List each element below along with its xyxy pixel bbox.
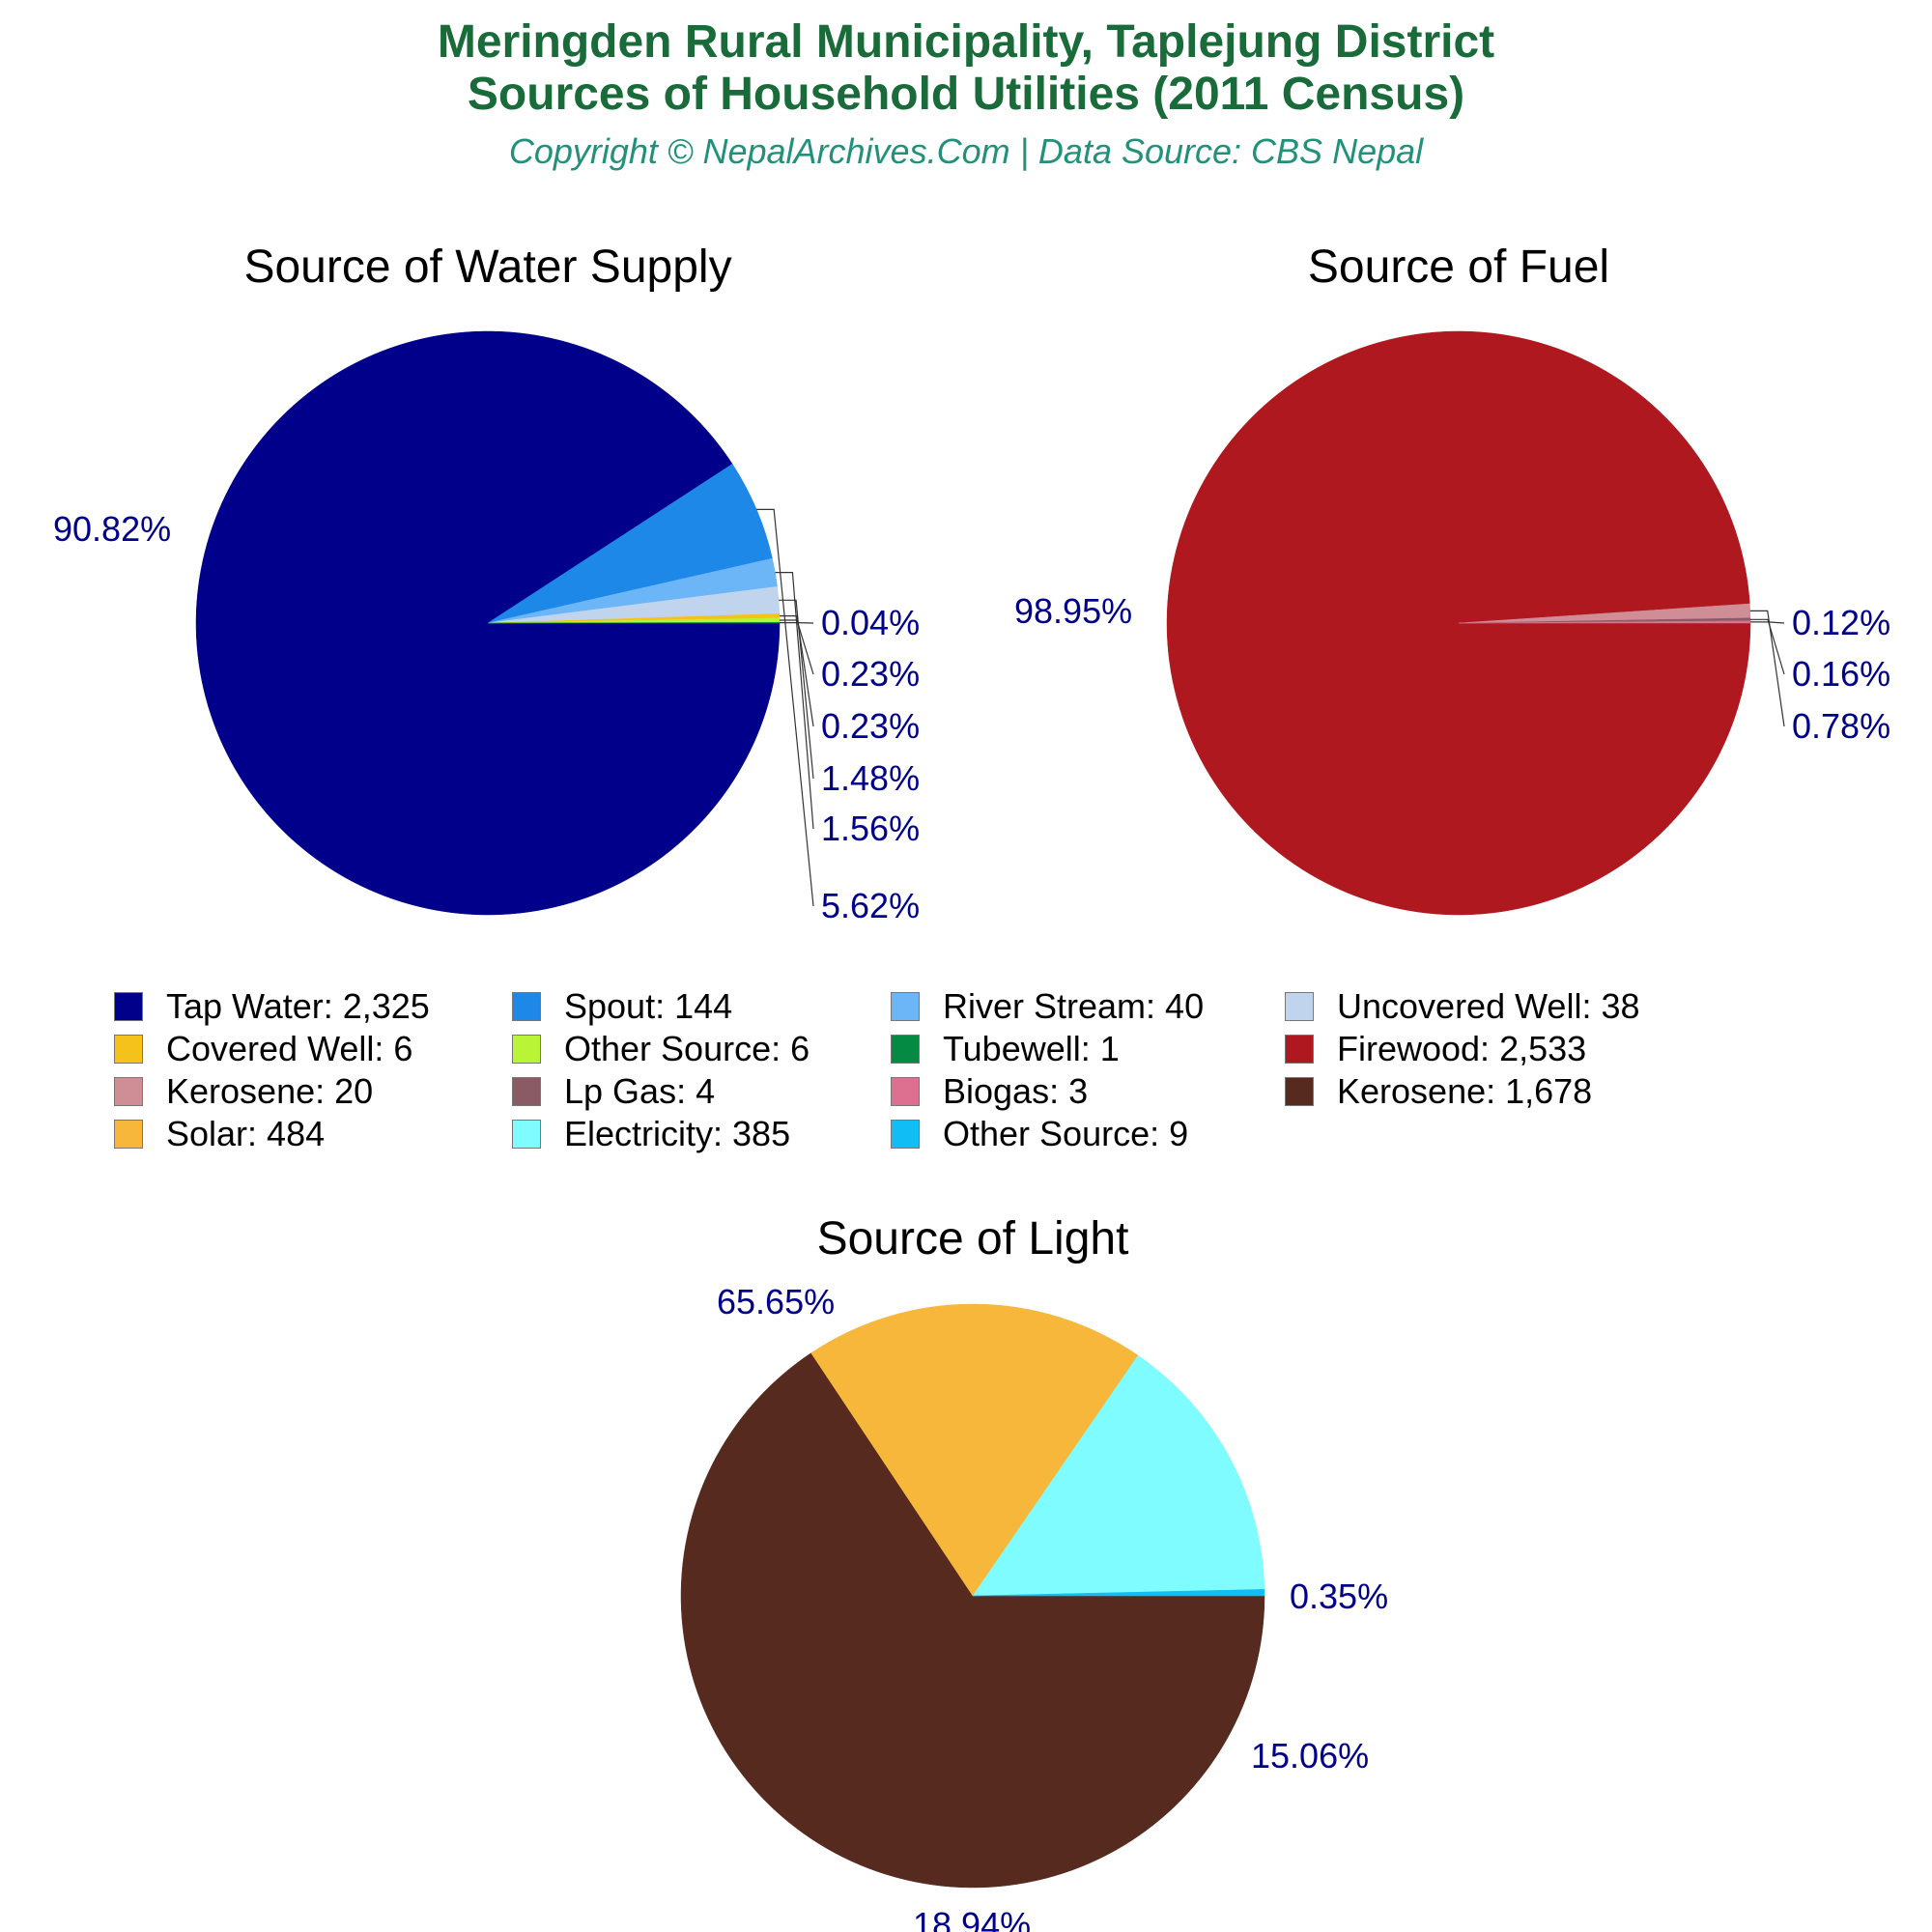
pie-title: Source of Light xyxy=(817,1213,1129,1264)
slice-percent-label: 1.56% xyxy=(821,809,920,848)
legend-label: Solar: 484 xyxy=(166,1114,326,1153)
legend-label: Covered Well: 6 xyxy=(166,1029,413,1068)
legend-label: Other Source: 6 xyxy=(564,1029,810,1068)
legend-label: Tap Water: 2,325 xyxy=(166,986,430,1026)
slice-percent-label: 90.82% xyxy=(53,509,171,549)
slice-percent-label: 5.62% xyxy=(821,886,920,925)
legend-swatch xyxy=(1285,1035,1314,1064)
leader-line xyxy=(775,572,814,830)
legend-label: River Stream: 40 xyxy=(943,986,1205,1026)
pie-2: Source of Fuel 98.95% 0.78% 0.16% 0.12% xyxy=(1014,242,1890,916)
legend-label: Tubewell: 1 xyxy=(943,1029,1120,1068)
legend-label: Lp Gas: 4 xyxy=(564,1071,716,1111)
legend-item: Solar: 484 xyxy=(114,1114,326,1153)
pie-title: Source of Water Supply xyxy=(243,242,731,293)
legend-item: Firewood: 2,533 xyxy=(1285,1029,1587,1068)
pie-slice-kerosene xyxy=(680,1352,1265,1889)
slice-percent-label: 0.78% xyxy=(1792,706,1890,746)
legend-label: Electricity: 385 xyxy=(564,1114,791,1153)
slice-percent-label: 1.48% xyxy=(821,758,920,798)
slice-percent-label: 18.94% xyxy=(913,1905,1031,1932)
legend-label: Firewood: 2,533 xyxy=(1337,1029,1587,1068)
legend-item: Other Source: 6 xyxy=(512,1029,810,1068)
legend-item: Biogas: 3 xyxy=(891,1071,1089,1111)
legend-swatch xyxy=(114,1077,143,1106)
slice-percent-label: 0.35% xyxy=(1290,1577,1388,1616)
legend-item: Covered Well: 6 xyxy=(114,1029,413,1068)
legend-swatch xyxy=(891,1035,920,1064)
legend-label: Kerosene: 20 xyxy=(166,1071,374,1111)
slice-percent-label: 15.06% xyxy=(1251,1736,1369,1776)
pie-3: Source of Light 65.65% 18.94% 15.06% 0.35% xyxy=(680,1213,1388,1932)
pie-slice-other-source xyxy=(972,1589,1265,1597)
legend-item: Electricity: 385 xyxy=(512,1114,791,1153)
legend-item: Tap Water: 2,325 xyxy=(114,986,430,1026)
legend-swatch xyxy=(512,992,541,1021)
legend-swatch xyxy=(1285,1077,1314,1106)
legend-item: Spout: 144 xyxy=(512,986,733,1026)
leader-line xyxy=(1749,618,1785,675)
chart-title-line1: Meringden Rural Municipality, Taplejung … xyxy=(437,16,1495,68)
legend-item: Tubewell: 1 xyxy=(891,1029,1120,1068)
leader-line xyxy=(1749,621,1785,624)
leader-line xyxy=(779,614,814,727)
legend-swatch xyxy=(891,992,920,1021)
slice-percent-label: 0.16% xyxy=(1792,654,1890,694)
legend-swatch xyxy=(114,1035,143,1064)
legend-item: Other Source: 9 xyxy=(891,1114,1189,1153)
legend-swatch xyxy=(891,1077,920,1106)
legend-swatch xyxy=(891,1120,920,1149)
pie-1: Source of Water Supply 90.82% 5.62% 1.56% 1.… xyxy=(53,242,920,925)
slice-percent-label: 0.12% xyxy=(1792,603,1890,642)
legend-item: Lp Gas: 4 xyxy=(512,1071,716,1111)
legend-swatch xyxy=(512,1035,541,1064)
legend-swatch xyxy=(512,1077,541,1106)
legend-item: Kerosene: 1,678 xyxy=(1285,1071,1593,1111)
leader-line xyxy=(756,508,814,907)
pie-slice-electricity xyxy=(972,1354,1265,1597)
legend-label: Other Source: 9 xyxy=(943,1114,1189,1153)
legend-item: River Stream: 40 xyxy=(891,986,1205,1026)
pie-slice-biogas xyxy=(1458,620,1751,624)
legend-label: Biogas: 3 xyxy=(943,1071,1089,1111)
legend-label: Spout: 144 xyxy=(564,986,733,1026)
chart-title-line2: Sources of Household Utilities (2011 Cen… xyxy=(467,69,1465,120)
legend-swatch xyxy=(512,1120,541,1149)
slice-percent-label: 0.04% xyxy=(821,603,920,642)
legend-swatch xyxy=(114,992,143,1021)
legend-swatch xyxy=(1285,992,1314,1021)
pie-title: Source of Fuel xyxy=(1308,242,1609,293)
legend-item: Kerosene: 20 xyxy=(114,1071,374,1111)
leader-line xyxy=(1749,610,1785,727)
leader-line xyxy=(779,599,814,780)
legend-label: Kerosene: 1,678 xyxy=(1337,1071,1593,1111)
slice-percent-label: 65.65% xyxy=(717,1282,835,1321)
pie-slice-solar xyxy=(810,1303,1139,1597)
slice-percent-label: 98.95% xyxy=(1014,591,1132,631)
legend-swatch xyxy=(114,1120,143,1149)
slice-percent-label: 0.23% xyxy=(821,654,920,694)
chart-subtitle: Copyright © NepalArchives.Com | Data Sou… xyxy=(508,131,1424,171)
legend-item: Uncovered Well: 38 xyxy=(1285,986,1640,1026)
slice-percent-label: 0.23% xyxy=(821,706,920,746)
leader-line xyxy=(779,619,814,675)
legend-label: Uncovered Well: 38 xyxy=(1337,986,1640,1026)
